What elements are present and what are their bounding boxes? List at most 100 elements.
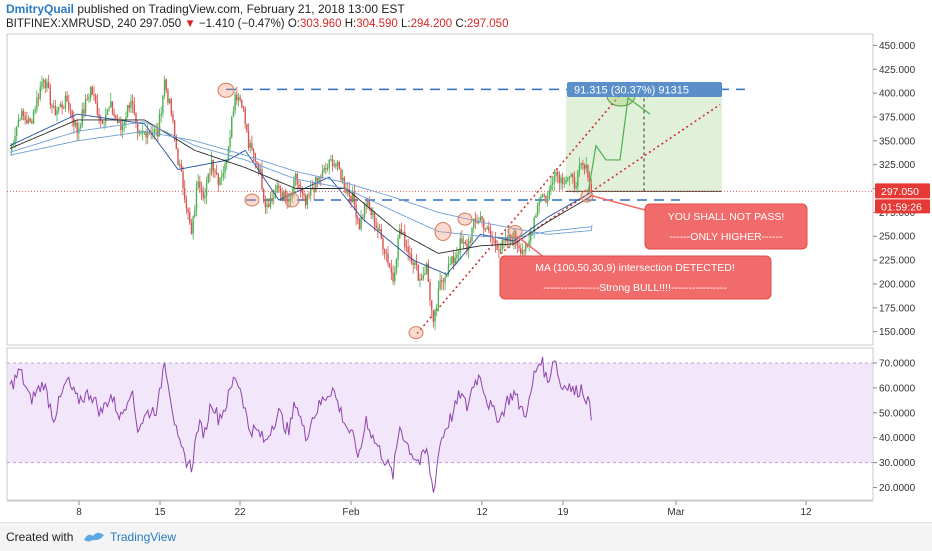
candle-body <box>375 225 377 228</box>
candle-body <box>345 188 347 193</box>
candle-body <box>131 100 134 105</box>
candle-body <box>175 135 178 149</box>
candle-body <box>335 164 337 167</box>
candle-body <box>499 249 502 251</box>
candle-body <box>190 222 193 235</box>
last-price: 297.050 <box>139 18 182 30</box>
candle-body <box>467 240 470 251</box>
candle-body <box>367 200 369 206</box>
candle-body <box>142 132 144 134</box>
candle-body <box>420 278 423 280</box>
highlight-oval <box>457 212 473 226</box>
candle-body <box>452 256 455 264</box>
candle-body <box>158 114 161 137</box>
candle-body <box>472 218 475 228</box>
candle-body <box>165 79 167 90</box>
candle-body <box>17 120 20 127</box>
candle-body <box>271 197 273 199</box>
candle-body <box>516 241 519 246</box>
candle-body <box>310 188 312 196</box>
candle-body <box>167 89 169 103</box>
candle-body <box>170 99 172 115</box>
candle-body <box>548 190 550 199</box>
candle-body <box>14 135 16 144</box>
candle-body <box>220 176 223 179</box>
candle-body <box>147 131 149 138</box>
candle-body <box>427 263 430 282</box>
candle-body <box>325 168 327 170</box>
candle-body <box>283 191 285 200</box>
candle-body <box>19 119 21 121</box>
candle-body <box>528 240 530 247</box>
publish-line: DmitryQuail published on TradingView.com… <box>6 2 405 16</box>
candle-body <box>219 178 221 185</box>
candle-body <box>96 102 99 115</box>
candle-body <box>348 190 351 196</box>
candle-body <box>489 230 492 236</box>
candle-body <box>441 279 443 282</box>
candle-body <box>88 97 90 100</box>
candle-body <box>509 234 512 240</box>
note1-line2: ------ONLY HIGHER------ <box>669 231 783 243</box>
candle-body <box>382 238 384 250</box>
note2-line2: ----------------Strong BULL!!!!---------… <box>543 282 727 294</box>
candle-body <box>232 111 235 117</box>
author-link[interactable]: DmitryQuail <box>6 2 75 16</box>
channel-lower-line <box>499 103 721 255</box>
price-tick-label: 275.000 <box>879 208 916 219</box>
candle-body <box>294 173 297 180</box>
close-value: 297.050 <box>466 18 509 30</box>
candle-body <box>538 201 540 206</box>
symbol-name[interactable]: BITFINEX:XMRUSD, 240 <box>6 18 137 30</box>
candle-body <box>422 275 424 280</box>
candle-body <box>536 205 539 216</box>
candle-body <box>409 253 411 255</box>
price-chart[interactable]: 91.315 (30.37%) 91315 YOU SHALL NOT PASS!… <box>0 0 932 522</box>
candle-body <box>269 197 272 207</box>
candle-body <box>338 161 340 170</box>
candle-body <box>239 97 241 101</box>
candle-body <box>195 187 198 211</box>
candle-body <box>378 229 381 232</box>
candle-body <box>110 101 112 108</box>
candle-body <box>286 197 288 203</box>
candle-body <box>304 195 307 206</box>
note2-connector <box>516 235 546 259</box>
candle-body <box>404 231 406 247</box>
candle-body <box>187 208 189 213</box>
candle-body <box>377 227 379 232</box>
candle-body <box>251 143 253 150</box>
candle-body <box>278 185 280 189</box>
candle-body <box>481 216 483 220</box>
candle-body <box>328 159 330 168</box>
candle-body <box>360 217 362 230</box>
candle-body <box>16 126 18 136</box>
tradingview-brand[interactable]: TradingView <box>110 530 177 544</box>
candle-body <box>138 132 141 134</box>
candle-body <box>543 194 545 196</box>
candle-body <box>429 281 431 301</box>
candle-body <box>383 249 386 254</box>
candle-body <box>242 107 245 109</box>
candle-body <box>64 95 67 109</box>
candle-body <box>71 110 73 119</box>
candle-body <box>316 177 319 181</box>
ma-line <box>9 119 592 254</box>
candle-body <box>412 262 414 266</box>
candle-body <box>514 231 517 242</box>
candle-body <box>279 188 282 193</box>
candle-body <box>357 217 359 220</box>
candle-body <box>136 122 139 134</box>
candle-body <box>578 165 581 172</box>
candle-body <box>41 82 43 88</box>
candle-body <box>31 121 33 124</box>
price-tick-label: 450.000 <box>879 41 916 52</box>
candle-body <box>86 99 88 101</box>
candle-body <box>583 165 586 169</box>
candle-body <box>454 258 456 264</box>
candle-body <box>565 180 567 184</box>
down-arrow-icon: ▼ <box>184 18 196 30</box>
candle-body <box>209 173 211 175</box>
candle-body <box>525 243 527 252</box>
candle-body <box>32 111 35 124</box>
